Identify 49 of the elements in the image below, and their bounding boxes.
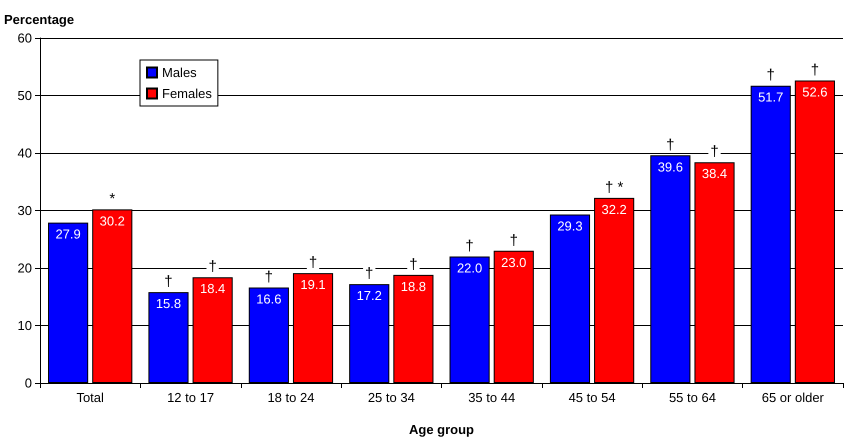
data-label: 15.8	[156, 296, 182, 312]
y-axis-title: Percentage	[4, 12, 74, 27]
data-label: 18.4	[200, 281, 226, 296]
annotation: †	[164, 273, 173, 290]
data-label: 19.1	[300, 277, 326, 292]
y-tick-label: 40	[18, 146, 32, 160]
data-label: 22.0	[456, 260, 482, 276]
annotation: †	[810, 62, 820, 79]
x-tick-label: 18 to 24	[267, 390, 314, 405]
annotation: *	[109, 190, 116, 208]
y-tick-label: 20	[18, 260, 32, 276]
annotation: †	[208, 258, 217, 276]
y-tick-label: 0	[24, 376, 32, 390]
y-tick-label: 10	[18, 318, 32, 333]
y-tick-label: 30	[18, 203, 32, 218]
legend-label: Males	[162, 65, 198, 80]
data-label: 52.6	[802, 84, 828, 100]
data-label: 39.6	[658, 159, 684, 174]
x-tick-label: 55 to 64	[668, 390, 716, 405]
data-label: 32.2	[601, 202, 627, 217]
annotation: †	[766, 66, 775, 84]
data-label: 16.6	[256, 292, 282, 307]
legend-label: Females	[162, 86, 212, 101]
annotation: †	[264, 268, 274, 286]
data-label: 51.7	[758, 90, 784, 105]
x-tick-label: 45 to 54	[568, 390, 616, 405]
y-tick-label: 60	[18, 30, 32, 46]
x-tick-label: 65 or older	[762, 390, 825, 405]
data-label: 30.2	[100, 213, 125, 228]
x-tick-label: 25 to 34	[368, 390, 415, 405]
data-label: 29.3	[557, 218, 583, 234]
data-label: 27.9	[55, 226, 81, 242]
data-label: 18.8	[400, 278, 426, 294]
x-tick-label: 12 to 17	[167, 390, 214, 405]
annotation: †	[510, 232, 518, 249]
annotation: †	[710, 143, 719, 160]
x-axis-title: Age group	[409, 422, 474, 437]
annotation: †	[409, 256, 418, 273]
annotation: †	[365, 265, 374, 282]
annotation: † *	[604, 178, 624, 196]
data-label: 38.4	[702, 166, 728, 182]
x-tick-label: 35 to 44	[468, 390, 516, 405]
y-tick-label: 50	[18, 88, 32, 103]
data-label: 17.2	[356, 288, 382, 304]
annotation: †	[465, 238, 474, 254]
x-tick-label: Total	[76, 390, 104, 405]
annotation: †	[666, 136, 675, 154]
annotation: †	[308, 254, 318, 272]
data-label: 23.0	[501, 254, 526, 270]
